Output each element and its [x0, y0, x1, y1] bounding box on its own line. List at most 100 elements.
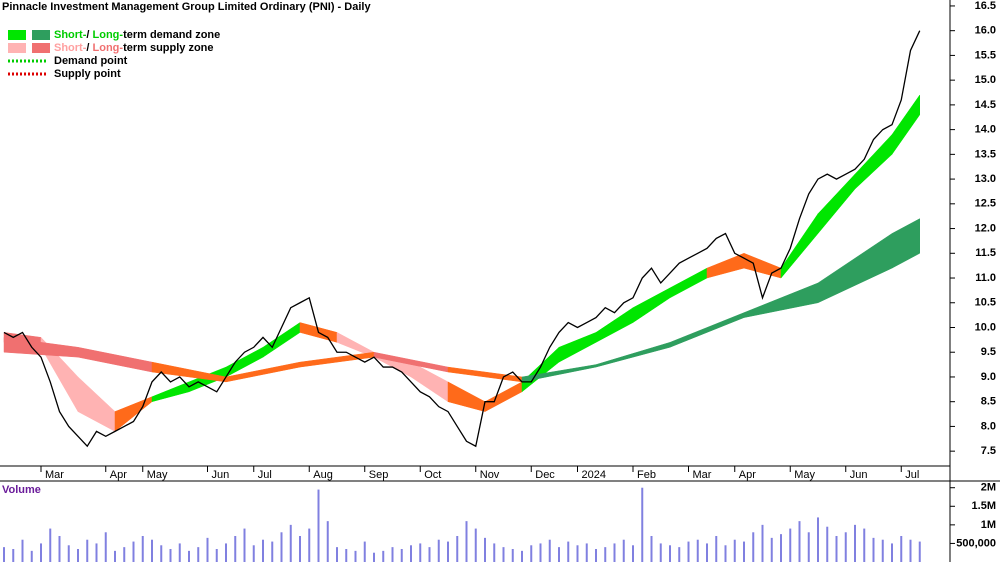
volume-bar — [289, 524, 292, 562]
legend-swatch — [8, 43, 26, 53]
volume-bar — [484, 537, 486, 562]
x-tick-label: 2024 — [582, 469, 606, 481]
volume-bar — [252, 545, 255, 562]
y-tick-label: 12.0 — [975, 222, 996, 234]
volume-bar — [659, 543, 662, 562]
volume-bar — [502, 547, 505, 562]
volume-bar — [891, 543, 893, 562]
volume-bar — [58, 536, 61, 562]
y-tick-label: 13.5 — [975, 148, 996, 160]
legend-text: / — [86, 42, 92, 54]
y-tick-label: 1.5M — [972, 500, 996, 512]
legend-label: Short-/ Long-term supply zone — [54, 42, 214, 54]
volume-bar — [752, 532, 755, 562]
volume-bar — [271, 541, 274, 562]
volume-bar — [613, 543, 616, 562]
volume-bar — [872, 537, 875, 562]
x-tick-label: Oct — [424, 469, 441, 481]
y-tick-label: 7.5 — [981, 445, 996, 457]
legend-text: Supply point — [54, 68, 121, 80]
volume-bar — [521, 550, 523, 562]
volume-bar — [493, 543, 496, 562]
volume-bar — [530, 545, 533, 562]
volume-bar — [595, 549, 597, 562]
volume-bar — [308, 528, 311, 562]
volume-bar — [641, 487, 644, 562]
x-tick-label: Apr — [110, 469, 127, 481]
volume-bar — [576, 545, 579, 562]
legend-label: Supply point — [54, 68, 121, 80]
x-tick-label: Sep — [369, 469, 389, 481]
legend-label: Short-/ Long-term demand zone — [54, 29, 220, 41]
x-tick-label: Apr — [739, 469, 756, 481]
y-tick-label: 12.5 — [975, 198, 996, 210]
volume-bar — [391, 547, 394, 562]
volume-bar — [724, 545, 727, 562]
volume-bar — [558, 547, 560, 562]
volume-bar — [909, 539, 912, 562]
legend-text: / — [86, 29, 92, 41]
volume-bar — [30, 550, 33, 562]
volume-bar — [604, 547, 607, 562]
legend-text: term supply zone — [123, 42, 213, 54]
volume-bar — [835, 536, 838, 562]
volume-bar — [511, 549, 514, 562]
volume-bar — [715, 536, 718, 562]
zone-segment — [891, 94, 920, 156]
y-tick-label: 11.0 — [975, 272, 996, 284]
y-tick-label: 11.5 — [975, 247, 996, 259]
volume-bar — [826, 526, 829, 562]
volume-bar — [678, 547, 681, 562]
volume-bar — [780, 534, 782, 562]
volume-bar — [373, 552, 375, 562]
volume-bar — [234, 536, 237, 562]
volume-bar — [243, 528, 246, 562]
y-tick-label: 8.0 — [981, 420, 996, 432]
legend-swatch — [8, 30, 26, 40]
x-tick-label: Jul — [905, 469, 919, 481]
volume-bar — [789, 528, 792, 562]
legend-text: Short- — [54, 42, 87, 54]
y-tick-label: 1M — [981, 519, 996, 531]
y-tick-label: 14.0 — [975, 124, 996, 136]
legend-text: Long- — [93, 42, 124, 54]
volume-bar — [539, 543, 542, 562]
volume-bar — [474, 528, 477, 562]
price-line — [3, 30, 921, 448]
volume-bar — [67, 545, 70, 562]
volume-bar — [687, 541, 690, 562]
volume-bar — [215, 549, 218, 562]
volume-bar — [132, 541, 135, 562]
y-tick-label: 15.0 — [975, 74, 996, 86]
y-tick-label: 13.0 — [975, 173, 996, 185]
volume-bar — [622, 539, 625, 562]
volume-bar — [437, 539, 440, 562]
y-tick-label: 16.0 — [975, 25, 996, 37]
volume-bar — [743, 541, 745, 562]
volume-bar — [807, 532, 810, 562]
volume-bar — [299, 536, 301, 562]
volume-bar — [817, 517, 819, 562]
volume-bar — [345, 549, 348, 562]
x-tick-label: Mar — [45, 469, 64, 481]
volume-bar — [382, 550, 385, 562]
volume-bar — [114, 550, 116, 562]
volume-bar — [669, 545, 671, 562]
volume-bar — [49, 528, 52, 562]
legend-text: Long- — [93, 29, 124, 41]
volume-bar — [40, 543, 42, 562]
volume-bar — [798, 521, 801, 562]
volume-bar — [169, 549, 172, 562]
volume-bar — [188, 550, 190, 562]
volume-bar — [465, 521, 468, 562]
volume-bar — [567, 541, 570, 562]
volume-bar — [21, 539, 24, 562]
volume-bar — [456, 536, 459, 562]
volume-bar — [410, 545, 412, 562]
volume-bar — [696, 539, 699, 562]
volume-bar — [206, 537, 209, 562]
volume-bar — [863, 528, 866, 562]
volume-bar — [632, 545, 634, 562]
legend-text: term demand zone — [123, 29, 220, 41]
